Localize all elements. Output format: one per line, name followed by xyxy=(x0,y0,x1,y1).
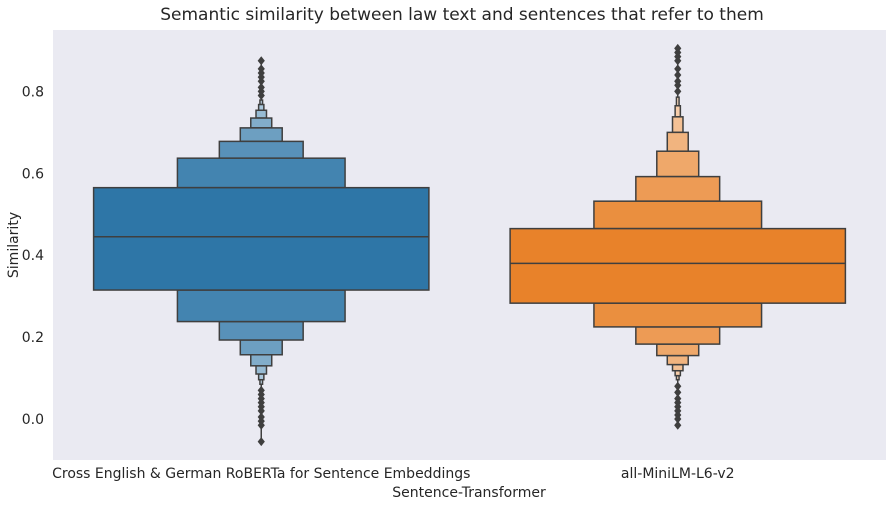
y-axis-label: Similarity xyxy=(6,212,22,278)
y-tick-label: 0.2 xyxy=(22,330,44,346)
series-1 xyxy=(509,43,847,430)
outlier-point xyxy=(674,76,682,86)
x-axis-label: Sentence-Transformer xyxy=(392,485,546,501)
outlier-point xyxy=(674,43,682,53)
outlier-point xyxy=(257,64,265,74)
boxen-box-upper xyxy=(250,117,273,129)
x-tick-label: all-MiniLM-L6-v2 xyxy=(621,466,735,482)
boxen-box-lower xyxy=(635,326,721,345)
outlier-point xyxy=(674,64,682,74)
boxen-box-upper xyxy=(671,116,684,134)
outlier-point xyxy=(257,420,265,430)
boxen-box-lower xyxy=(239,339,283,356)
y-tick-label: 0.0 xyxy=(22,412,44,428)
boxen-box-lower xyxy=(593,302,763,328)
outlier-point xyxy=(674,86,682,96)
boxen-box-central xyxy=(92,186,430,291)
boxen-box-central xyxy=(509,227,847,304)
boxen-box-lower xyxy=(176,289,346,323)
boxen-box-upper xyxy=(239,127,283,143)
boxen-box-upper xyxy=(635,175,721,202)
outlier-point xyxy=(257,56,265,66)
boxen-box-upper xyxy=(255,109,268,119)
outlier-point xyxy=(674,414,682,424)
boxen-box-lower xyxy=(671,363,684,372)
series-0 xyxy=(92,56,430,447)
boxen-box-upper xyxy=(666,131,689,152)
outlier-point xyxy=(257,406,265,416)
boxen-box-lower xyxy=(666,354,689,366)
outlier-point xyxy=(257,82,265,92)
boxen-box-upper xyxy=(593,200,763,230)
boxen-box-upper xyxy=(674,105,682,118)
boxen-box-lower xyxy=(257,373,265,381)
x-tick-label: Cross English & German RoBERTa for Sente… xyxy=(52,466,470,482)
y-tick-label: 0.4 xyxy=(22,248,44,264)
outlier-point xyxy=(674,420,682,430)
boxen-box-upper xyxy=(176,157,346,189)
boxen-box-lower xyxy=(250,354,273,367)
boxen-box-upper xyxy=(675,96,680,107)
y-axis: 0.0 0.2 0.4 0.6 0.8 xyxy=(22,84,44,428)
boxen-box-lower xyxy=(255,365,268,375)
outlier-point xyxy=(674,70,682,80)
boxen-box-upper xyxy=(656,150,700,178)
outlier-point xyxy=(674,381,682,391)
boxen-box-upper xyxy=(218,140,304,159)
outlier-point xyxy=(257,437,265,447)
plot-marks xyxy=(92,43,847,447)
y-tick-label: 0.6 xyxy=(22,166,44,182)
boxen-box-lower xyxy=(218,320,304,341)
outlier-point xyxy=(674,387,682,397)
boxen-box-upper xyxy=(257,103,265,112)
y-tick-label: 0.8 xyxy=(22,84,44,100)
chart-title: Semantic similarity between law text and… xyxy=(160,5,764,25)
boxen-box-lower xyxy=(656,343,700,357)
x-axis: Cross English & German RoBERTa for Sente… xyxy=(52,466,734,482)
